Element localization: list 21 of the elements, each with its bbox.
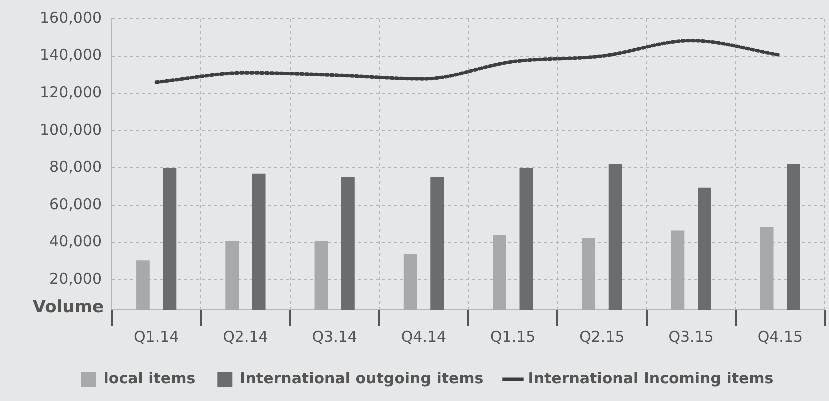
line-series — [154, 39, 782, 84]
legend-label: International Incoming items — [528, 369, 774, 388]
y-tick-label: 120,000 — [40, 84, 102, 102]
x-tick-label: Q1.14 — [134, 328, 180, 346]
x-tick-label: Q4.15 — [758, 328, 804, 346]
x-tick-label: Q3.15 — [668, 328, 714, 346]
y-tick-label: 40,000 — [50, 232, 102, 251]
y-axis-title: Volume — [32, 297, 104, 318]
y-tick-label: 100,000 — [40, 120, 102, 139]
y-tick-label: 60,000 — [50, 195, 102, 214]
y-tick-label: 140,000 — [40, 46, 102, 64]
y-tick-label: 80,000 — [50, 158, 102, 176]
y-tick-label: 160,000 — [40, 8, 102, 27]
x-tick-label: Q3.14 — [312, 328, 358, 346]
x-tick-label: Q1.15 — [490, 328, 536, 346]
y-tick-label: 20,000 — [50, 270, 102, 288]
x-tick-label: Q2.14 — [223, 328, 268, 346]
x-tick-label: Q4.14 — [401, 328, 447, 346]
x-tick-label: Q2.15 — [580, 328, 625, 346]
legend-label: local items — [104, 369, 196, 388]
legend-label: International outgoing items — [240, 369, 484, 388]
